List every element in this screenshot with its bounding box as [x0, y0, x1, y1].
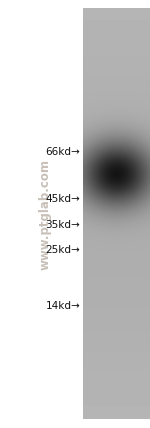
- Text: 66kd→: 66kd→: [45, 147, 80, 157]
- Text: 45kd→: 45kd→: [45, 194, 80, 204]
- Text: 14kd→: 14kd→: [45, 301, 80, 311]
- Text: 35kd→: 35kd→: [45, 220, 80, 230]
- Text: 25kd→: 25kd→: [45, 245, 80, 256]
- Text: www.ptglab.com: www.ptglab.com: [39, 158, 51, 270]
